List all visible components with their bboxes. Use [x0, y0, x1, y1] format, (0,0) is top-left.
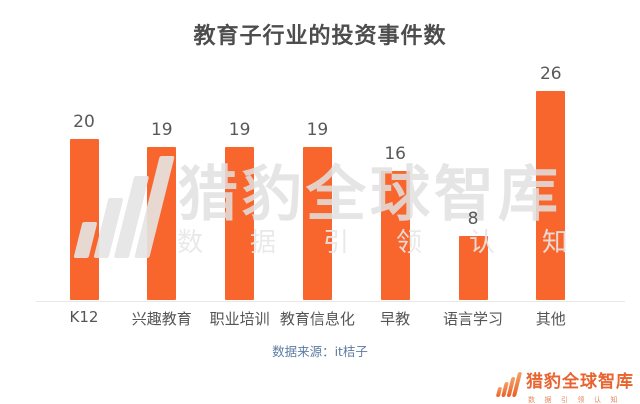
bar-early-education [380, 171, 410, 300]
x-label-education-informatization: 教育信息化 [279, 310, 355, 328]
value-label-education-informatization: 19 [306, 120, 329, 140]
bar-vocational-training [225, 147, 255, 300]
x-label-k12: K12 [69, 308, 99, 326]
footer-logo-tagline: 数据引领认知 [528, 396, 627, 404]
value-label-k12: 20 [73, 112, 95, 132]
bar-language-learning [458, 236, 488, 300]
x-label-hobby-education: 兴趣教育 [131, 310, 192, 328]
bar-education-informatization [302, 147, 332, 300]
value-label-early-education: 16 [384, 144, 406, 164]
footer-logo-name: 猎豹全球智库 [526, 372, 634, 392]
value-label-other: 26 [539, 64, 562, 84]
x-label-early-education: 早教 [380, 310, 411, 328]
x-label-other: 其他 [535, 310, 566, 328]
value-label-hobby-education: 19 [150, 120, 173, 140]
bar-other [536, 91, 566, 300]
footer-logo: 猎豹全球智库 数据引领认知 [495, 367, 634, 404]
x-label-vocational-training: 职业培训 [209, 310, 270, 328]
footer-rising-bars-icon [495, 372, 523, 397]
x-axis-line [36, 301, 625, 302]
footer-logo-textblock: 猎豹全球智库 数据引领认知 [526, 367, 634, 404]
value-label-vocational-training: 19 [228, 120, 251, 140]
x-label-language-learning: 语言学习 [442, 310, 503, 328]
chart-title: 教育子行业的投资事件数 [193, 24, 447, 49]
data-source-note: 数据来源：it桔子 [272, 344, 368, 359]
value-label-language-learning: 8 [467, 209, 479, 229]
